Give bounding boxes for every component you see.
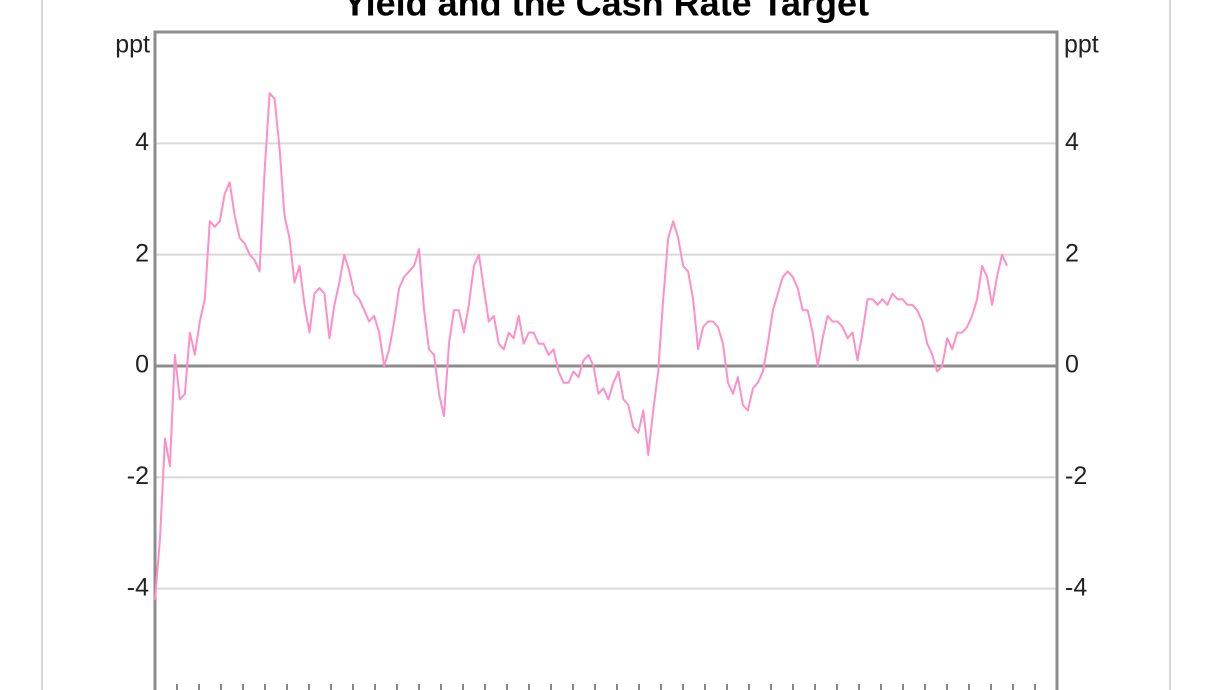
y2-tick-label: -4: [1065, 573, 1087, 601]
y-axis-label: ppt: [115, 31, 150, 59]
plot-frame: [153, 30, 1059, 690]
y2-tick-label: 4: [1065, 128, 1079, 156]
y2-tick-label: 0: [1065, 351, 1079, 379]
series-line: [154, 92, 1008, 600]
y2-tick-label: 2: [1065, 239, 1079, 267]
y-tick-label: -2: [127, 462, 149, 490]
y-tick-label: 2: [135, 239, 149, 267]
y2-tick-label: -2: [1065, 462, 1087, 490]
chart-title: Yield and the Cash Rate Target: [343, 0, 869, 24]
y-tick-label: -4: [127, 573, 149, 601]
y2-axis-label: ppt: [1064, 31, 1099, 59]
y-tick-label: 4: [135, 128, 149, 156]
y-tick-label: 0: [135, 351, 149, 379]
